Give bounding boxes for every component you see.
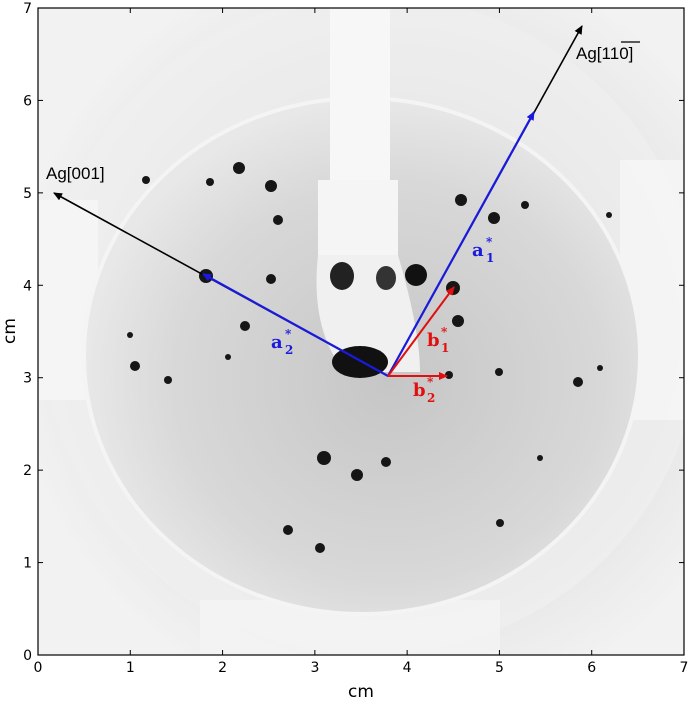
b1-star-vector [387, 286, 455, 377]
y-tick-7: 7 [23, 1, 32, 17]
x-tick-2: 2 [218, 660, 227, 676]
plot-frame [37, 7, 685, 656]
y-tick-1: 1 [23, 556, 32, 572]
a1-star-vector [387, 111, 535, 377]
a2-star-vector [202, 273, 389, 377]
svg-text:*: * [285, 327, 292, 341]
electron-gun [330, 8, 390, 188]
axis-ticks [37, 7, 685, 656]
a1-star-label: a 1 * [472, 235, 494, 265]
a2-star-label: a 2 * [271, 327, 293, 357]
x-tick-labels: 0 1 2 3 4 5 6 7 [34, 660, 689, 676]
y-tick-5: 5 [23, 186, 32, 202]
y-tick-0: 0 [23, 648, 32, 664]
svg-text:*: * [441, 325, 448, 339]
ag-001-label: Ag[001] [46, 164, 105, 183]
x-tick-4: 4 [403, 660, 412, 676]
svg-text:a: a [271, 332, 283, 353]
x-tick-0: 0 [34, 660, 43, 676]
x-tick-1: 1 [126, 660, 135, 676]
ag-110-label: Ag[110] [576, 41, 640, 63]
svg-text:1: 1 [441, 341, 449, 355]
y-tick-labels: 0 1 2 3 4 5 6 7 [23, 1, 32, 664]
svg-text:1: 1 [486, 251, 494, 265]
svg-text:*: * [427, 375, 434, 389]
x-tick-3: 3 [310, 660, 319, 676]
b1-star-label: b 1 * [427, 325, 449, 355]
svg-text:*: * [486, 235, 493, 249]
x-tick-5: 5 [495, 660, 504, 676]
y-tick-2: 2 [23, 463, 32, 479]
y-tick-4: 4 [23, 278, 32, 294]
y-tick-3: 3 [23, 371, 32, 387]
svg-text:2: 2 [427, 391, 435, 405]
leed-image [38, 8, 684, 655]
svg-text:2: 2 [285, 343, 293, 357]
y-tick-6: 6 [23, 93, 32, 109]
x-axis-label: cm [348, 682, 374, 702]
y-axis-label: cm [0, 318, 20, 344]
svg-text:Ag[110]: Ag[110] [576, 44, 633, 63]
svg-text:b: b [413, 380, 426, 401]
svg-text:b: b [427, 330, 440, 351]
x-tick-6: 6 [587, 660, 596, 676]
x-tick-7: 7 [680, 660, 689, 676]
b2-star-label: b 2 * [413, 375, 435, 405]
svg-text:a: a [472, 240, 484, 261]
